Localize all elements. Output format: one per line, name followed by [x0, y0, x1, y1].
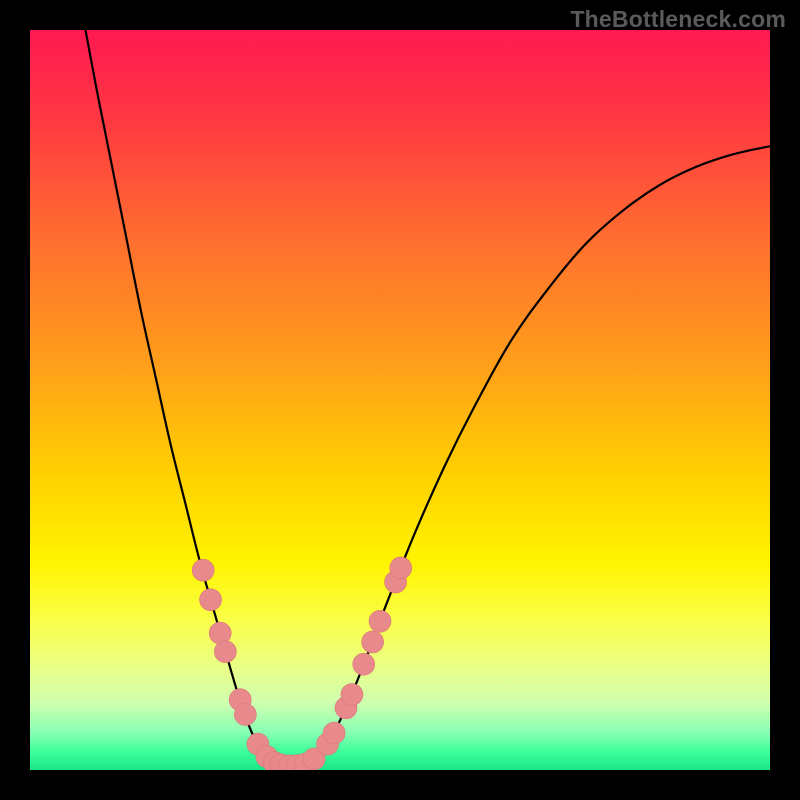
data-marker	[323, 722, 345, 744]
data-marker	[214, 641, 236, 663]
data-marker	[353, 653, 375, 675]
watermark-text: TheBottleneck.com	[570, 6, 786, 33]
data-marker	[362, 631, 384, 653]
data-marker	[234, 704, 256, 726]
chart-svg	[0, 0, 800, 800]
data-marker	[390, 557, 412, 579]
data-marker	[192, 559, 214, 581]
data-marker	[341, 684, 363, 706]
data-marker	[369, 610, 391, 632]
data-marker	[200, 589, 222, 611]
plot-background	[30, 30, 770, 770]
chart-frame: TheBottleneck.com	[0, 0, 800, 800]
